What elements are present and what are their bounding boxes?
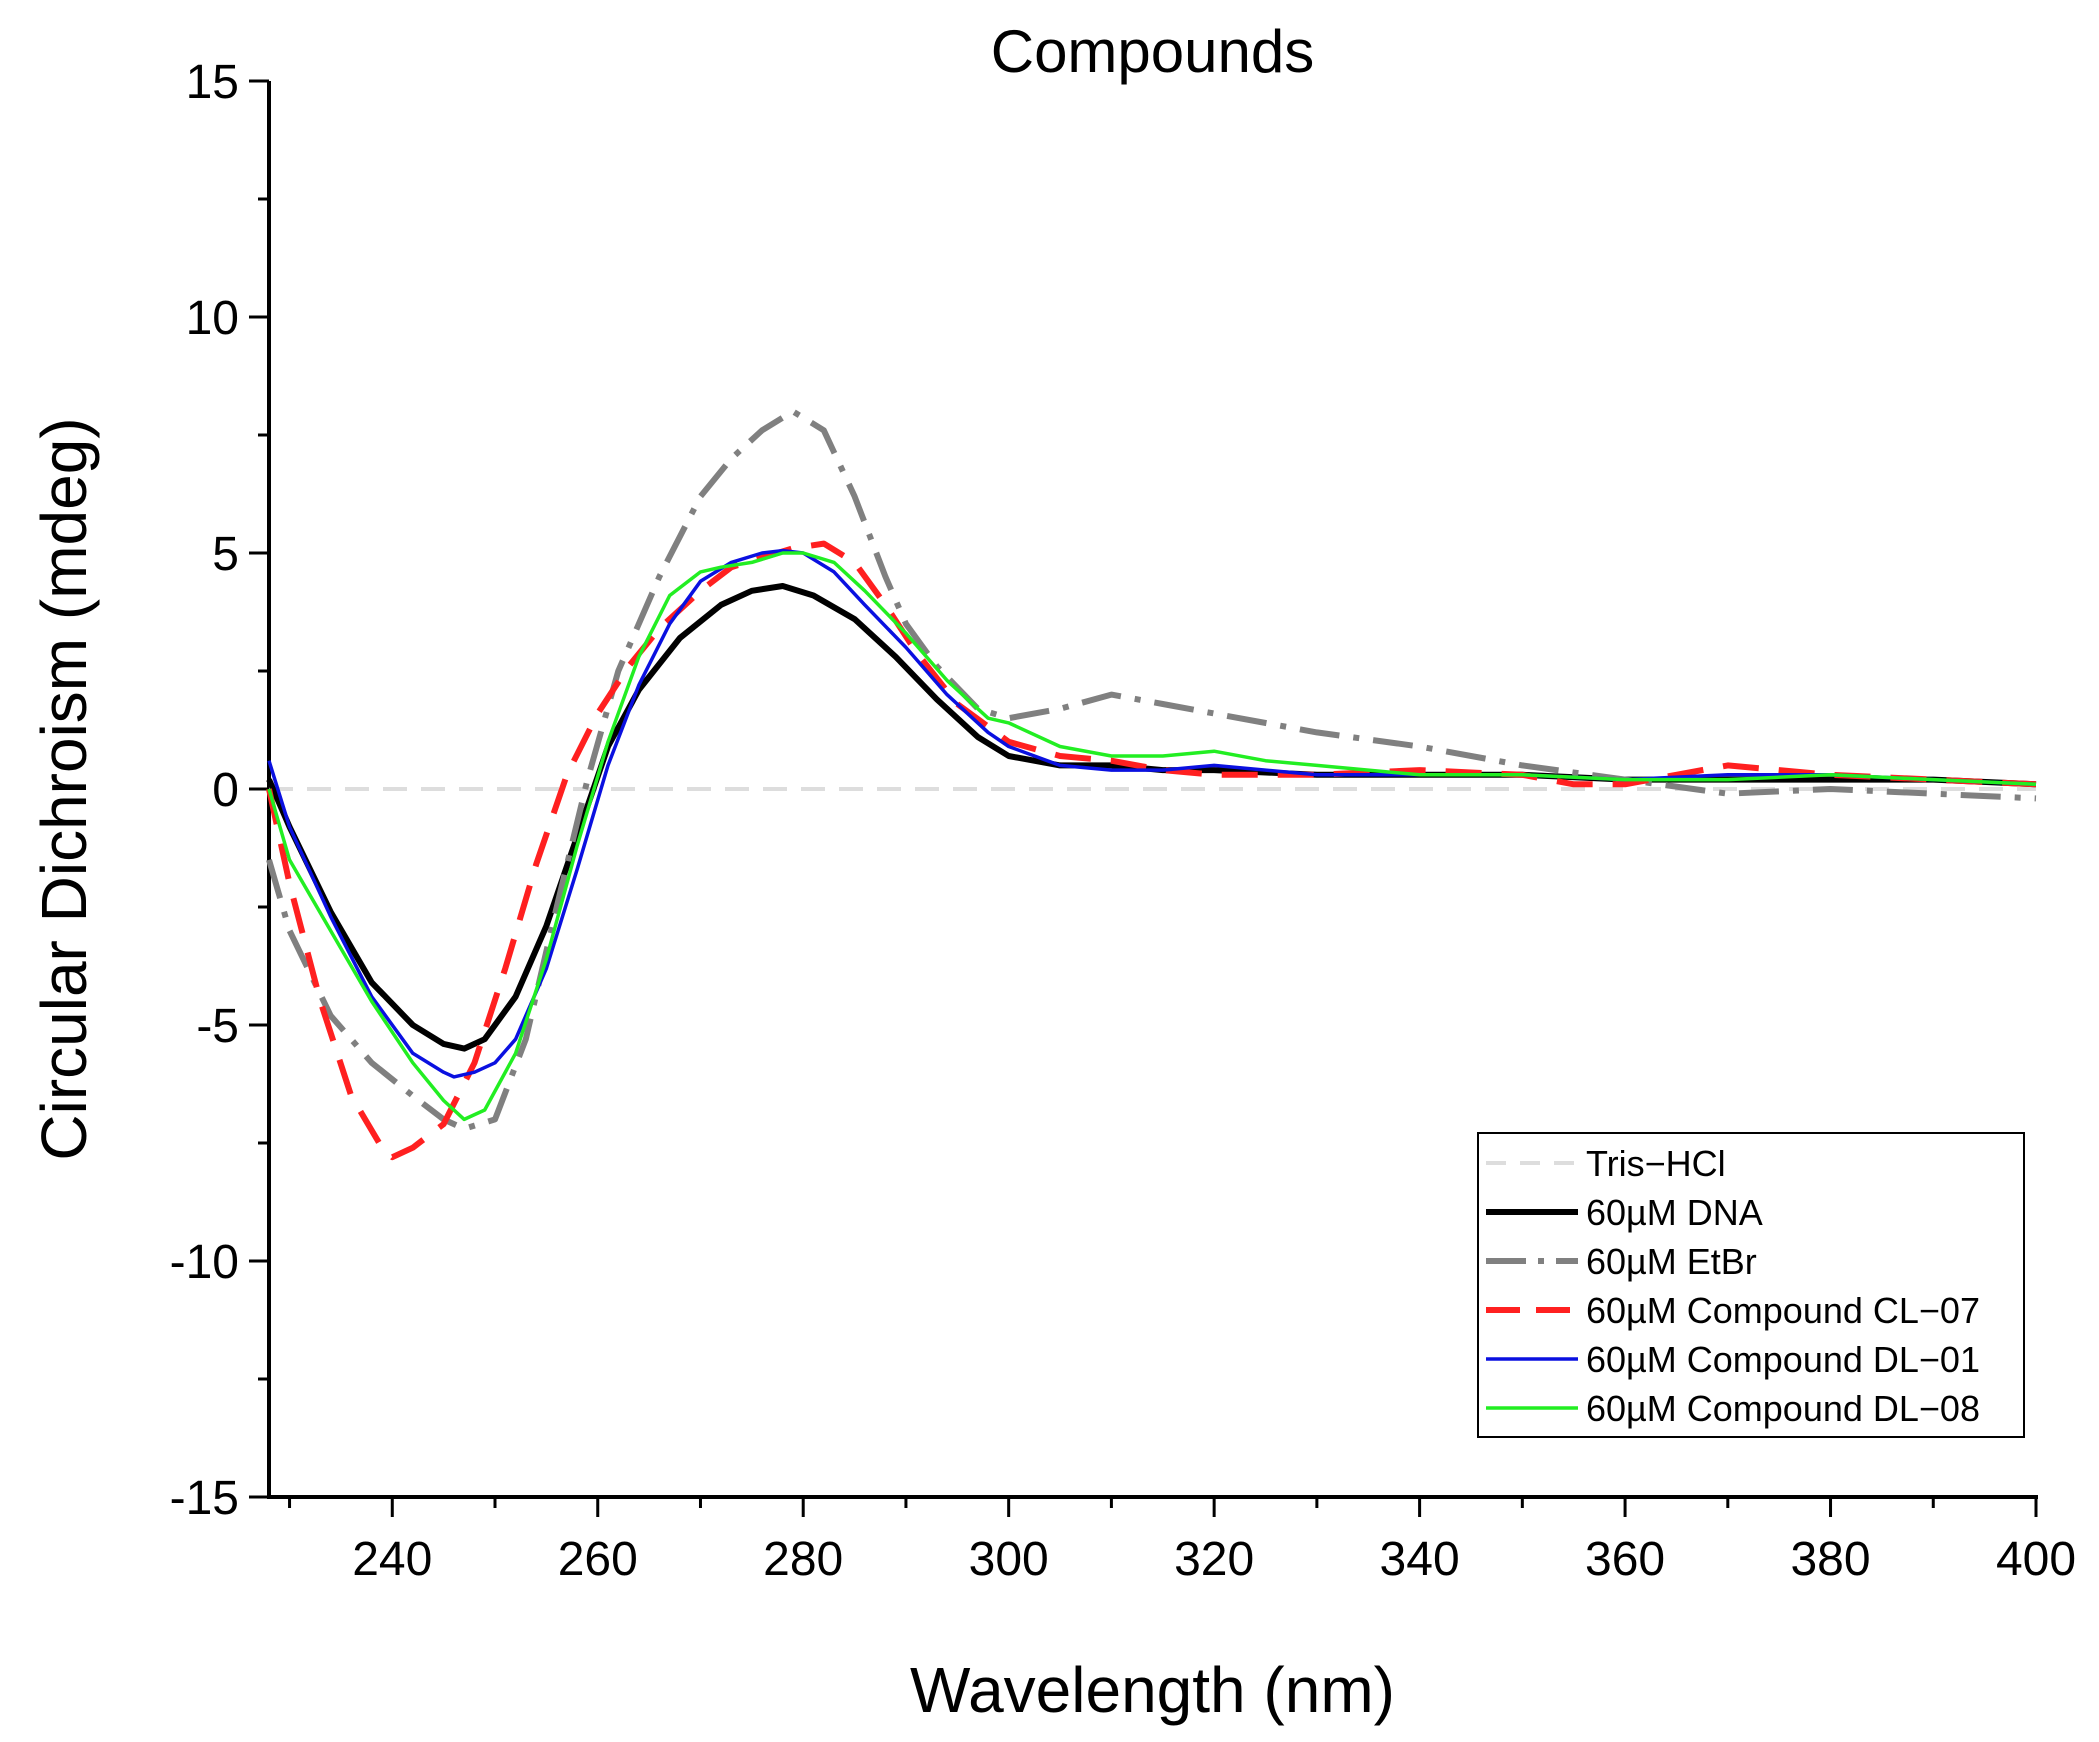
series-line-3 xyxy=(266,540,2037,1161)
legend-label: 60µM Compound DL−08 xyxy=(1586,1388,1980,1429)
y-tick-label: 0 xyxy=(212,764,239,817)
legend-label: 60µM DNA xyxy=(1586,1192,1763,1233)
series-line-1 xyxy=(266,583,2037,1052)
y-tick-label: -10 xyxy=(170,1236,239,1289)
y-tick-label: 15 xyxy=(186,56,239,109)
x-tick-label: 380 xyxy=(1790,1533,1870,1586)
legend-label: 60µM Compound DL−01 xyxy=(1586,1339,1980,1380)
series-line-5 xyxy=(267,551,2037,1122)
legend-label: 60µM Compound CL−07 xyxy=(1586,1290,1980,1331)
x-tick-label: 400 xyxy=(1996,1533,2076,1586)
x-tick-label: 260 xyxy=(558,1533,638,1586)
y-tick-label: 5 xyxy=(212,528,239,581)
x-tick-label: 240 xyxy=(352,1533,432,1586)
x-axis-title: Wavelength (nm) xyxy=(910,1654,1395,1726)
legend-label: Tris−HCl xyxy=(1586,1143,1726,1184)
legend-box xyxy=(1477,1132,2025,1438)
plot-lines xyxy=(266,408,2037,1161)
x-tick-label: 280 xyxy=(763,1533,843,1586)
y-tick-label: -15 xyxy=(170,1472,239,1525)
x-tick-label: 360 xyxy=(1585,1533,1665,1586)
x-tick-label: 300 xyxy=(969,1533,1049,1586)
y-tick-label: -5 xyxy=(196,1000,239,1053)
axes: 240 260 280 300 320 340 360 380 400 -15 -10 -5 0 5 10 1… xyxy=(170,56,2076,1586)
legend-label: 60µM EtBr xyxy=(1586,1241,1757,1282)
y-axis-title: Circular Dichroism (mdeg) xyxy=(28,417,100,1160)
x-tick-label: 340 xyxy=(1380,1533,1460,1586)
chart-title: Compounds xyxy=(991,18,1315,85)
x-tick-label: 320 xyxy=(1174,1533,1254,1586)
legend: Tris−HCl 60µM DNA 60µM EtBr 60µM Compound C… xyxy=(1477,1132,2025,1438)
y-tick-label: 10 xyxy=(186,292,239,345)
